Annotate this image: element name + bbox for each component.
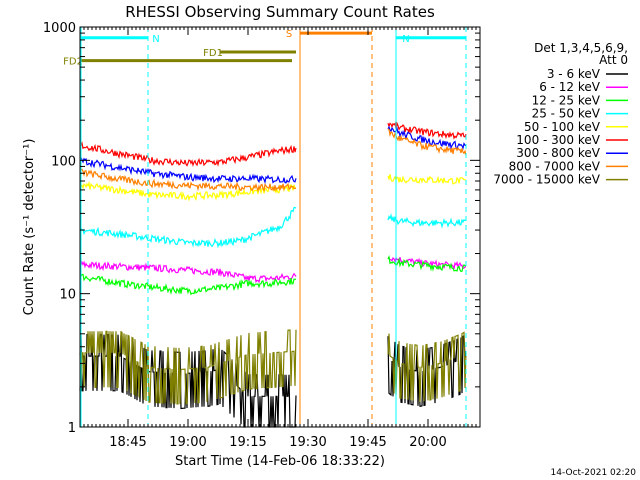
legend-label-1: 3 - 6 keV [547,67,601,81]
legend-label-7: 300 - 800 keV [516,146,600,160]
chart-title: RHESSI Observing Summary Count Rates [125,3,435,21]
y-tick-label: 1 [68,421,76,436]
series-line-7 [79,125,467,185]
x-tick-label: 19:45 [349,435,386,450]
y-axis-label: Count Rate (s⁻¹ detector⁻¹) [22,139,37,316]
footer-stamp: 14-Oct-2021 02:20 [551,468,637,478]
legend-label-5: 50 - 100 keV [524,120,601,134]
flag-label-s-2: S [286,29,292,40]
y-tick-label: 10 [59,288,76,303]
legend-header-line2: Att 0 [599,53,628,67]
x-tick-label: 20:00 [409,435,446,450]
legend-label-4: 25 - 50 keV [532,107,601,121]
series-line-9 [79,329,467,405]
x-tick-label: 18:45 [109,435,146,450]
tick-layer: 18:45 19:00 19:15 19:30 19:45 20:00 1 10 100 1000 [43,21,481,450]
series-line-8 [79,128,467,193]
series-layer [79,121,467,428]
series-line-6 [79,121,467,168]
series-line-3 [79,254,467,296]
legend-header-line1: Det 1,3,4,5,6,9, [534,41,628,55]
x-axis-label: Start Time (14-Feb-06 18:33:22) [175,454,385,469]
series-line-4 [79,206,467,249]
legend-label-8: 800 - 7000 keV [509,159,601,173]
flag-label-n-0: N [152,34,159,45]
legend-label-2: 6 - 12 keV [539,80,601,94]
flag-layer: N N S FD1 FD2 [63,29,466,68]
legend-label-6: 100 - 300 keV [516,133,600,147]
y-tick-label: 1000 [43,21,76,36]
flag-label-n-1: N [402,34,409,45]
x-tick-label: 19:30 [289,435,326,450]
series-line-2 [79,256,467,284]
legend-label-9: 7000 - 15000 keV [493,173,600,187]
flag-label-fd1-3: FD1 [203,48,223,59]
legend-label-3: 12 - 25 keV [532,93,601,107]
x-tick-label: 19:15 [229,435,266,450]
marker-layer [80,27,467,427]
y-tick-label: 100 [51,154,76,169]
x-tick-label: 19:00 [169,435,206,450]
flag-label-fd2-4: FD2 [63,57,83,68]
